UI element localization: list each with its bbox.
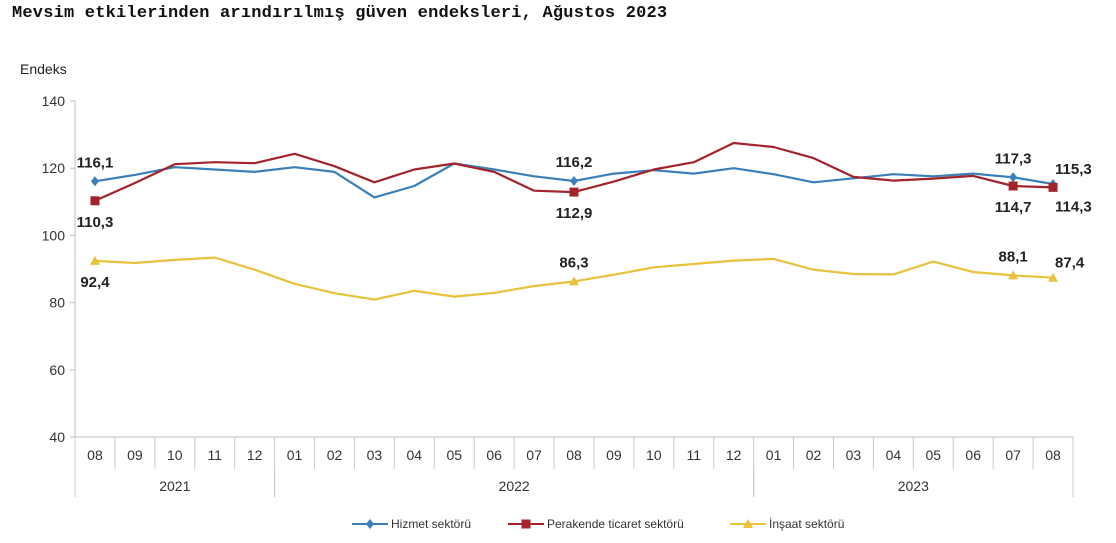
x-tick-label: 09 [127, 447, 143, 463]
x-tick-label: 10 [646, 447, 662, 463]
data-label: 110,3 [77, 214, 114, 231]
x-tick-label: 11 [686, 447, 701, 463]
point-marker [90, 196, 100, 206]
legend-marker [366, 519, 374, 529]
point-marker [90, 176, 99, 187]
data-label: 86,3 [559, 254, 588, 271]
legend-marker [743, 519, 753, 528]
x-tick-label: 08 [566, 447, 582, 463]
x-tick-label: 10 [167, 447, 183, 463]
series-0 [90, 162, 1058, 199]
x-tick-label: 12 [726, 447, 742, 463]
x-tick-label: 02 [806, 447, 822, 463]
data-label: 116,1 [77, 154, 114, 171]
x-tick-label: 12 [247, 447, 263, 463]
x-tick-label: 03 [846, 447, 862, 463]
series-2 [89, 255, 1059, 301]
legend: Hizmet sektörü Perakende ticaret sektörü İ… [352, 517, 844, 531]
point-marker [1008, 270, 1019, 280]
data-label: 92,4 [80, 274, 110, 291]
x-tick-label: 07 [1005, 447, 1021, 463]
x-tick-label: 03 [367, 447, 383, 463]
legend-item: Hizmet sektörü [352, 517, 471, 531]
axes: 40 60 80 100 120 140 08 09 10 11 12 01 02 03 04 05 06 07 0… [42, 93, 1074, 497]
x-tick-label: 07 [526, 447, 542, 463]
x-tick-label: 05 [925, 447, 941, 463]
data-label: 114,7 [995, 199, 1032, 216]
x-tick-label: 11 [207, 447, 222, 463]
x-tick-label: 06 [965, 447, 981, 463]
x-tick-label: 08 [87, 447, 103, 463]
point-marker [569, 187, 579, 197]
point-marker [570, 175, 578, 186]
point-marker [1048, 272, 1059, 282]
series-layer [89, 141, 1059, 301]
legend-label: İnşaat sektörü [769, 517, 844, 531]
legend-item: İnşaat sektörü [730, 517, 844, 531]
x-tick-label: 05 [446, 447, 462, 463]
data-label: 87,4 [1055, 255, 1085, 272]
data-label: 112,9 [556, 205, 593, 222]
data-label: 114,3 [1055, 198, 1092, 215]
y-tick-label: 140 [42, 93, 66, 109]
x-tick-label: 06 [486, 447, 502, 463]
y-tick-label: 80 [49, 295, 65, 311]
data-label: 116,2 [556, 154, 593, 171]
year-label: 2021 [159, 478, 190, 494]
y-tick-label: 40 [49, 429, 65, 445]
x-tick-label: 09 [606, 447, 622, 463]
data-label: 88,1 [999, 248, 1028, 265]
x-tick-label: 04 [407, 447, 423, 463]
x-tick-label: 08 [1045, 447, 1061, 463]
point-marker [1048, 182, 1058, 192]
legend-item: Perakende ticaret sektörü [508, 517, 684, 531]
legend-label: Hizmet sektörü [391, 517, 471, 531]
y-tick-label: 120 [42, 160, 66, 176]
y-axis-label: Endeks [20, 61, 67, 77]
x-tick-label: 04 [886, 447, 902, 463]
year-label: 2023 [898, 478, 929, 494]
series-1 [90, 141, 1058, 206]
legend-label: Perakende ticaret sektörü [547, 517, 684, 531]
data-labels: 92,4 86,3 88,1 87,4 116,1 116,2 117,3 115,3 110,… [77, 150, 1092, 291]
point-marker [1009, 172, 1018, 183]
point-marker [89, 255, 100, 265]
x-tick-label: 01 [287, 447, 303, 463]
x-tick-label: 01 [766, 447, 782, 463]
point-marker [569, 276, 579, 286]
x-tick-label: 02 [327, 447, 343, 463]
y-tick-label: 100 [42, 227, 66, 243]
legend-marker [521, 519, 531, 529]
data-label: 117,3 [995, 150, 1032, 167]
data-label: 115,3 [1055, 161, 1092, 178]
chart-title: Mevsim etkilerinden arındırılmış güven e… [12, 4, 668, 23]
year-label: 2022 [499, 478, 530, 494]
point-marker [1008, 181, 1018, 191]
y-tick-label: 60 [49, 362, 65, 378]
